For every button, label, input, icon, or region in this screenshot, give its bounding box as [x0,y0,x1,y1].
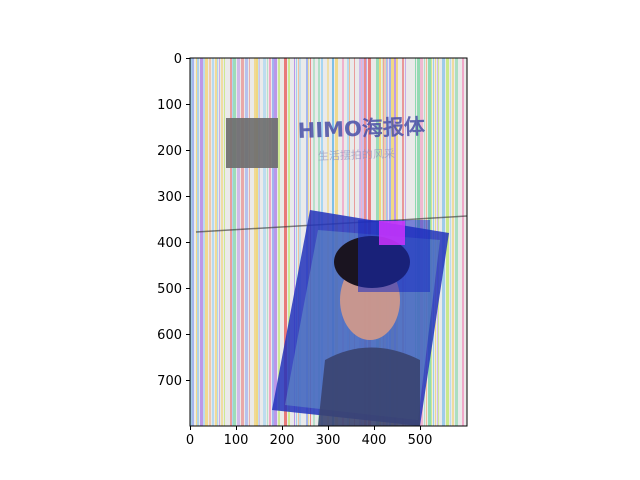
color-stripe [284,58,287,426]
color-stripe [254,58,256,426]
y-tick-label: 700 [157,374,182,389]
y-tick-label: 200 [157,144,182,159]
y-tick-label: 600 [157,328,182,343]
color-stripe [205,58,208,426]
noise-square [226,118,278,168]
color-stripe [196,58,197,426]
color-stripe [241,58,244,426]
color-stripe [245,58,248,426]
color-stripe [217,58,218,426]
color-stripe [197,58,199,426]
x-tick-label: 0 [186,433,194,448]
x-axis: 0 100 200 300 400 500 [186,426,433,448]
color-stripe [278,58,280,426]
color-stripe [296,58,297,426]
magenta-overlay [379,221,405,245]
color-stripe [274,58,277,426]
color-stripe [215,58,217,426]
watermark: HIMO海报体 生活摆拍的风采 [297,115,426,163]
y-tick-label: 400 [157,236,182,251]
color-stripe [299,58,301,426]
color-stripe [294,58,295,426]
color-stripe [221,58,223,426]
color-stripe [233,58,236,426]
color-stripe [267,58,268,426]
watermark-main-text: HIMO海报体 [297,115,426,143]
color-stripe [237,58,240,426]
color-stripe [219,58,220,426]
image-area: HIMO海报体 生活摆拍的风采 [190,58,467,426]
color-stripe [192,58,194,426]
y-tick-label: 100 [157,98,182,113]
color-stripe [272,58,274,426]
color-stripe [259,58,260,426]
color-stripe [258,58,259,426]
color-stripe [200,58,203,426]
color-stripe [288,58,290,426]
color-stripe [224,58,225,426]
x-tick-label: 400 [362,433,387,448]
x-tick-label: 300 [316,433,341,448]
color-stripe [452,58,454,426]
watermark-sub-text: 生活摆拍的风采 [318,146,395,163]
x-tick-label: 200 [270,433,295,448]
color-stripe [232,58,233,426]
y-tick-label: 500 [157,282,182,297]
y-tick-label: 0 [174,52,182,67]
color-stripe [203,58,205,426]
color-stripe [269,58,271,426]
color-stripe [212,58,214,426]
x-tick-label: 100 [224,433,249,448]
color-stripe [455,58,458,426]
shoulders [318,347,420,426]
color-stripe [256,58,258,426]
y-axis: 0 100 200 300 400 500 600 700 [157,52,190,389]
color-stripe [263,58,266,426]
color-stripe [298,58,299,426]
color-stripe [190,58,192,426]
color-stripe [230,58,232,426]
portrait-photo [272,210,449,426]
x-tick-label: 500 [408,433,433,448]
color-stripe [249,58,250,426]
color-stripe [462,58,464,426]
y-tick-label: 300 [157,190,182,205]
color-stripe [209,58,211,426]
color-stripe [450,58,451,426]
